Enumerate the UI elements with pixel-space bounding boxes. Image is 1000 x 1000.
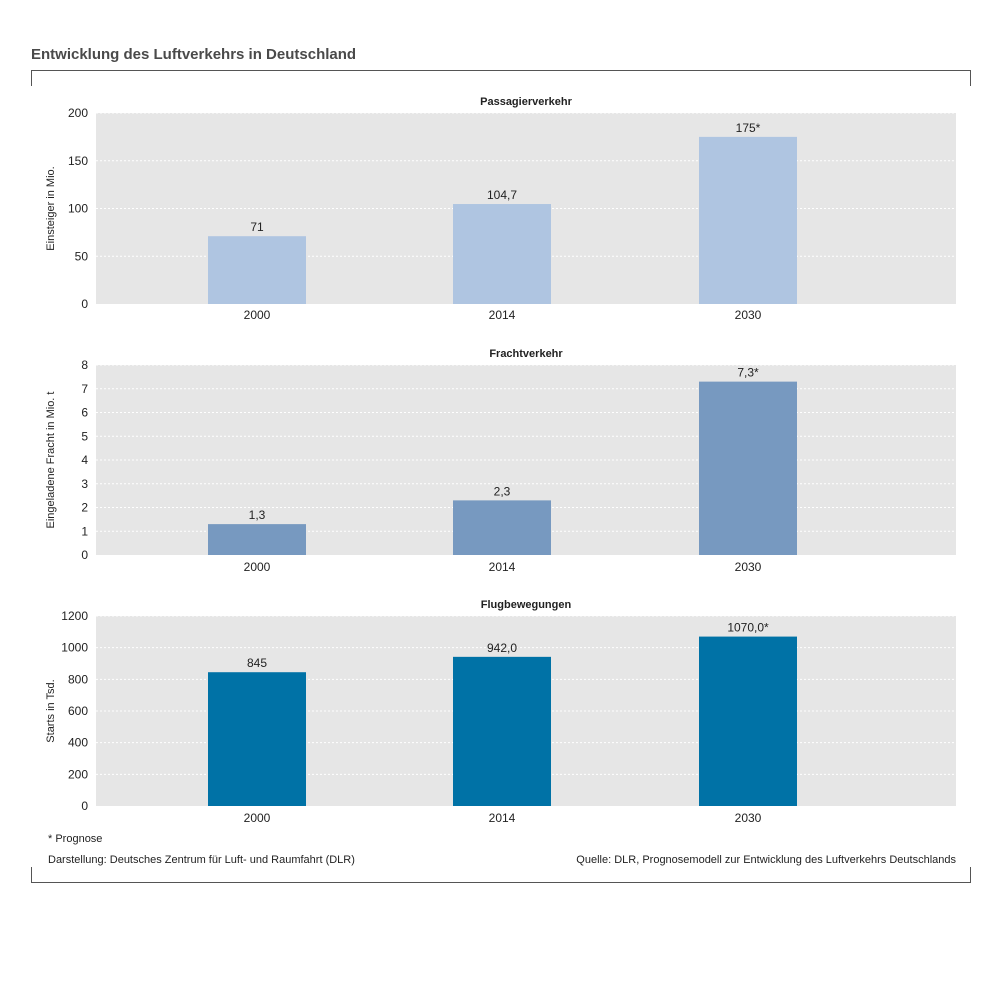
- data-label: 71: [250, 220, 264, 234]
- chart-title: Frachtverkehr: [489, 348, 563, 360]
- data-label: 1,3: [249, 508, 266, 522]
- bar: [699, 381, 797, 555]
- y-tick-label: 5: [81, 429, 88, 443]
- x-tick-label: 2014: [489, 560, 516, 574]
- data-label: 845: [247, 656, 267, 670]
- bar: [453, 204, 551, 304]
- data-label: 942,0: [487, 641, 517, 655]
- y-tick-label: 0: [81, 799, 88, 813]
- bar: [699, 136, 797, 304]
- y-axis-label: Starts in Tsd.: [45, 679, 57, 742]
- page-title: Entwicklung des Luftverkehrs in Deutschl…: [31, 46, 357, 63]
- x-tick-label: 2030: [735, 308, 762, 322]
- y-axis-label: Eingeladene Fracht in Mio. t: [45, 392, 57, 529]
- y-tick-label: 1: [81, 524, 88, 538]
- y-tick-label: 1000: [61, 641, 88, 655]
- y-tick-label: 8: [81, 358, 88, 372]
- chart-3: Flugbewegungen 0 200 400 600 800 1000 1200 Start…: [45, 599, 956, 825]
- frame-bottom-border: [31, 867, 971, 883]
- data-label: 2,3: [494, 484, 511, 498]
- y-tick-label: 800: [68, 672, 88, 686]
- y-tick-label: 200: [68, 106, 88, 120]
- y-tick-label: 1200: [61, 609, 88, 623]
- x-tick-label: 2014: [489, 811, 516, 825]
- y-tick-label: 400: [68, 736, 88, 750]
- x-tick-label: 2000: [244, 560, 271, 574]
- y-tick-label: 100: [68, 202, 88, 216]
- chart-title: Passagierverkehr: [480, 96, 572, 108]
- data-label: 1070,0*: [727, 621, 769, 635]
- y-tick-label: 3: [81, 477, 88, 491]
- chart-1: Passagierverkehr 0 50 100 150 200 Einsteiger i…: [45, 96, 956, 322]
- data-label: 7,3*: [737, 366, 759, 380]
- y-tick-label: 0: [81, 548, 88, 562]
- bar: [453, 500, 551, 555]
- x-tick-label: 2014: [489, 308, 516, 322]
- chart-title: Flugbewegungen: [481, 599, 572, 611]
- x-tick-label: 2000: [244, 308, 271, 322]
- credit-text: Darstellung: Deutsches Zentrum für Luft-…: [48, 854, 355, 866]
- y-tick-label: 200: [68, 767, 88, 781]
- bar: [208, 524, 306, 555]
- bar: [208, 236, 306, 304]
- y-tick-label: 4: [81, 453, 88, 467]
- bar: [453, 656, 551, 806]
- source-text: Quelle: DLR, Prognosemodell zur Entwickl…: [576, 854, 956, 866]
- y-tick-label: 600: [68, 704, 88, 718]
- y-tick-label: 6: [81, 406, 88, 420]
- bar: [208, 672, 306, 806]
- x-tick-label: 2030: [735, 811, 762, 825]
- y-tick-label: 50: [75, 249, 89, 263]
- x-tick-label: 2030: [735, 560, 762, 574]
- data-label: 175*: [736, 121, 761, 135]
- y-axis-label: Einsteiger in Mio.: [45, 166, 57, 250]
- frame-top-border: [31, 70, 971, 86]
- y-tick-label: 7: [81, 382, 88, 396]
- y-tick-label: 2: [81, 501, 88, 515]
- x-tick-label: 2000: [244, 811, 271, 825]
- bar: [699, 636, 797, 806]
- y-tick-label: 0: [81, 297, 88, 311]
- footnote-prognose: * Prognose: [48, 833, 103, 845]
- chart-2: Frachtverkehr 0 1 2 3 4 5 6 7 8 Eingeladene Fracht…: [45, 348, 956, 574]
- y-tick-label: 150: [68, 154, 88, 168]
- data-label: 104,7: [487, 188, 517, 202]
